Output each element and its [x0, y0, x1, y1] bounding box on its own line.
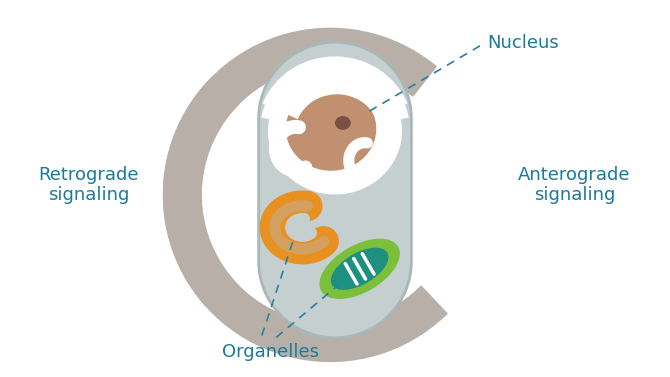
Text: Anterograde
signaling: Anterograde signaling — [518, 166, 630, 204]
Text: Retrograde
signaling: Retrograde signaling — [38, 166, 139, 204]
Ellipse shape — [320, 239, 400, 299]
Text: Organelles: Organelles — [222, 343, 319, 361]
Text: Nucleus: Nucleus — [488, 34, 559, 52]
Polygon shape — [259, 42, 411, 338]
Ellipse shape — [331, 248, 389, 290]
Ellipse shape — [268, 67, 402, 195]
Ellipse shape — [335, 116, 351, 130]
Ellipse shape — [286, 87, 377, 171]
